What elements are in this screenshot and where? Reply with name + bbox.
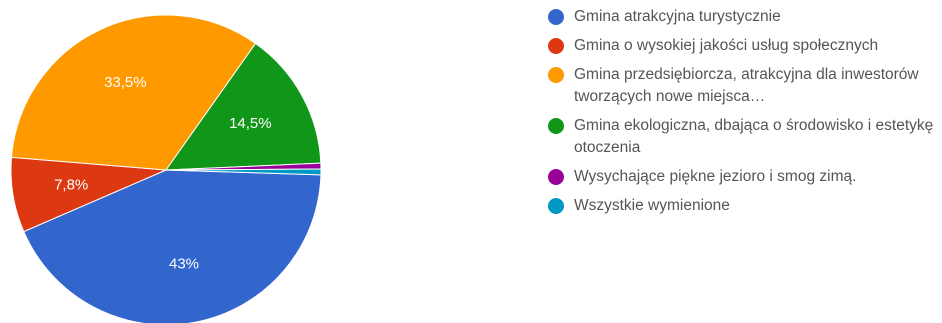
legend-color-dot (548, 9, 564, 25)
legend-color-dot (548, 198, 564, 214)
legend: Gmina atrakcyjna turystycznie Gmina o wys… (548, 6, 938, 224)
legend-item: Gmina atrakcyjna turystycznie (548, 6, 938, 28)
legend-label: Wysychające piękne jezioro i smog zimą. (574, 168, 857, 185)
legend-item: Gmina ekologiczna, dbająca o środowisko … (548, 115, 938, 159)
pie-slices (10, 14, 322, 323)
legend-color-dot (548, 38, 564, 54)
legend-item: Gmina o wysokiej jakości usług społeczny… (548, 35, 938, 57)
legend-color-dot (548, 118, 564, 134)
pie-slice-4 (165, 42, 322, 171)
pie-value-label-2: 7,8% (54, 177, 88, 194)
pie-value-labels: 43% 7,8% 33,5% 14,5% (54, 74, 272, 272)
pie-value-label-4: 14,5% (229, 115, 272, 132)
legend-label: Gmina o wysokiej jakości usług społeczny… (574, 37, 879, 54)
pie-value-label-1: 43% (169, 255, 199, 272)
pie-chart: 43% 7,8% 33,5% 14,5% (10, 14, 322, 323)
legend-label: Gmina przedsiębiorcza, atrakcyjna dla in… (574, 66, 919, 105)
legend-color-dot (548, 67, 564, 83)
legend-item: Gmina przedsiębiorcza, atrakcyjna dla in… (548, 64, 938, 108)
legend-item: Wysychające piękne jezioro i smog zimą. (548, 166, 938, 188)
legend-label: Wszystkie wymienione (574, 197, 730, 214)
legend-color-dot (548, 169, 564, 185)
legend-label: Gmina ekologiczna, dbająca o środowisko … (574, 117, 934, 156)
legend-label: Gmina atrakcyjna turystycznie (574, 8, 781, 25)
pie-slice-1 (23, 169, 322, 323)
pie-slice-6 (165, 168, 322, 176)
pie-value-label-3: 33,5% (104, 74, 147, 91)
legend-item: Wszystkie wymienione (548, 195, 938, 217)
pie-slice-3 (10, 14, 257, 171)
